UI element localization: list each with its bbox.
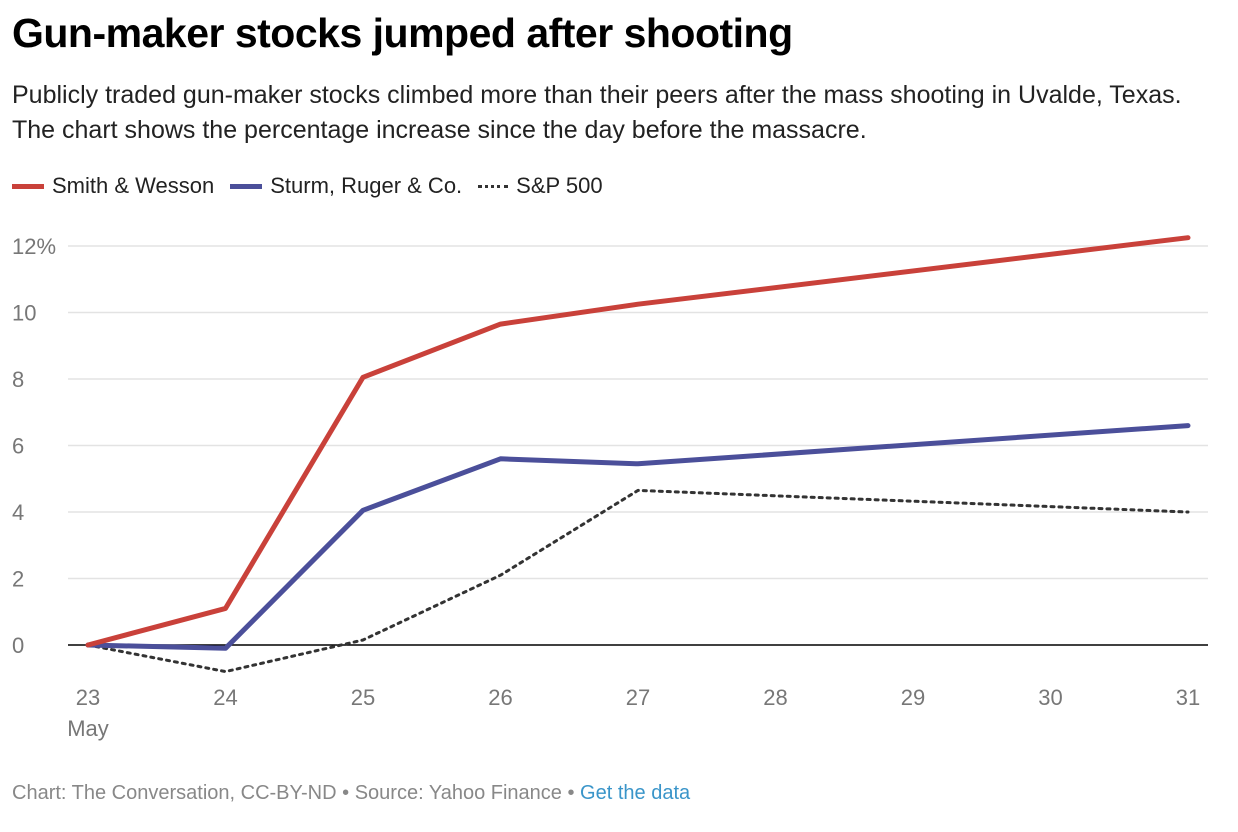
footer-separator-2: •	[567, 782, 575, 804]
y-tick-label-2: 2	[12, 567, 24, 592]
y-tick-label-4: 4	[12, 500, 24, 525]
legend-item-sturm-ruger: Sturm, Ruger & Co.	[230, 173, 462, 199]
x-tick-label-31: 31	[1176, 685, 1200, 710]
series-line-sturm-ruger	[85, 423, 1191, 651]
legend-swatch-smith-wesson	[12, 183, 44, 189]
legend-swatch-sp500	[478, 184, 509, 188]
x-tick-label-30: 30	[1038, 685, 1062, 710]
legend-label-sp500: S&P 500	[516, 173, 603, 198]
series-line-smith-wesson	[85, 235, 1191, 648]
footer-separator: •	[342, 782, 350, 804]
footer-source: Source: Yahoo Finance	[354, 782, 562, 804]
x-tick-label-28: 28	[763, 685, 787, 710]
x-tick-label-25: 25	[351, 685, 375, 710]
legend: Smith & Wesson Sturm, Ruger & Co. S&P 50…	[12, 172, 619, 200]
chart-title: Gun-maker stocks jumped after shooting	[12, 10, 793, 56]
legend-item-smith-wesson: Smith & Wesson	[12, 173, 214, 199]
footer: Chart: The Conversation, CC-BY-ND • Sour…	[12, 782, 690, 805]
x-tick-label-26: 26	[488, 685, 512, 710]
footer-credit: Chart: The Conversation, CC-BY-ND	[12, 782, 337, 804]
x-month-label: May	[67, 716, 109, 741]
x-tick-label-23: 23	[76, 685, 100, 710]
legend-label-smith-wesson: Smith & Wesson	[52, 173, 215, 198]
y-tick-label-0: 0	[12, 633, 24, 658]
x-tick-label-27: 27	[626, 685, 650, 710]
y-tick-label-10: 10	[12, 301, 36, 326]
legend-swatch-sturm-ruger	[230, 183, 263, 189]
x-tick-label-29: 29	[901, 685, 925, 710]
get-the-data-link[interactable]: Get the data	[580, 782, 691, 804]
legend-item-sp500: S&P 500	[478, 173, 603, 199]
y-tick-label-8: 8	[12, 367, 24, 392]
x-tick-label-24: 24	[213, 685, 237, 710]
y-tick-label-12: 12%	[12, 234, 56, 259]
y-tick-label-6: 6	[12, 434, 24, 459]
chart-subtitle: Publicly traded gun-maker stocks climbed…	[12, 81, 1182, 144]
legend-label-sturm-ruger: Sturm, Ruger & Co.	[270, 173, 463, 198]
